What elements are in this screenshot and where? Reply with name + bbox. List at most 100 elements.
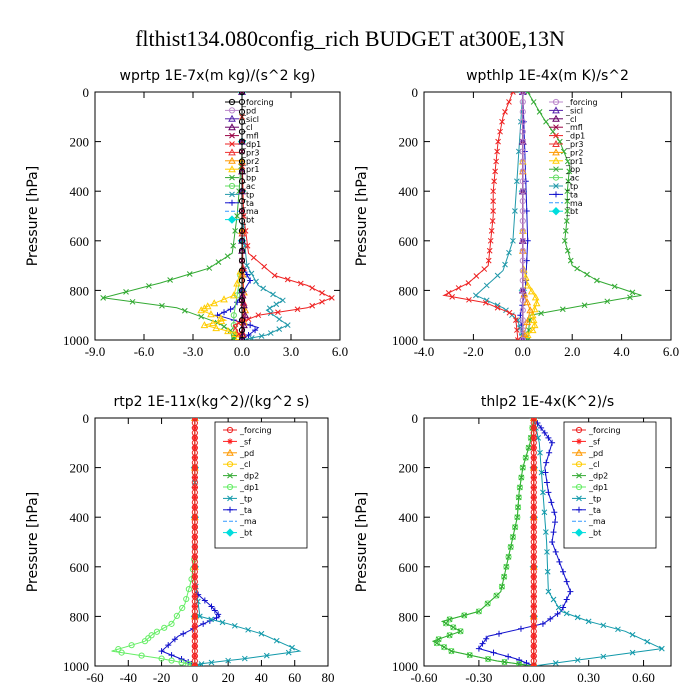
series-point: [180, 630, 187, 637]
legend-label: _mfl: [241, 132, 259, 141]
series-point: [238, 297, 246, 304]
series-forcing: [191, 418, 198, 666]
x-tick-label: 0.60: [632, 670, 655, 685]
series-point: [200, 321, 209, 329]
series-point: [553, 124, 559, 131]
series-point: [238, 247, 246, 254]
series-point: [473, 273, 480, 279]
series-point: [229, 174, 235, 181]
series-point: [153, 628, 161, 635]
series-point: [328, 294, 335, 301]
y-tick-label: 600: [399, 234, 419, 249]
series-point: [499, 583, 505, 590]
series-point: [516, 325, 523, 331]
series-point: [244, 262, 250, 269]
series-point: [448, 648, 455, 654]
series-point: [238, 277, 246, 284]
series-point: [564, 188, 571, 195]
series-point: [524, 92, 531, 95]
series-point: [519, 227, 526, 234]
series-point: [549, 539, 556, 545]
panel-title: thlp2 1E-4x(K^2)/s: [481, 394, 614, 410]
series-point: [238, 178, 246, 185]
series-point: [594, 277, 600, 284]
series-bp: [100, 92, 245, 340]
y-tick-label: 800: [70, 283, 90, 298]
series-point: [118, 649, 125, 656]
legend-label: _dp1: [588, 483, 608, 492]
series-point: [487, 237, 494, 244]
series-point: [519, 138, 526, 145]
series-point: [566, 168, 573, 175]
series-point: [201, 597, 208, 604]
series-point: [547, 615, 554, 622]
series-point: [238, 237, 246, 244]
series-point: [554, 610, 561, 617]
series-point: [523, 298, 532, 306]
series-line: [475, 92, 524, 340]
series-point: [238, 118, 246, 125]
series-point: [228, 156, 236, 164]
series-point: [519, 257, 526, 264]
legend: _forcing_pd_sicl_cl_mfl_dp1_pr3_pr2_pr1_…: [225, 98, 274, 225]
series-point: [165, 642, 172, 649]
series-point: [245, 332, 252, 339]
series-point: [473, 292, 479, 299]
series-point: [600, 653, 607, 660]
y-tick-label: 400: [70, 184, 90, 199]
series-point: [238, 307, 246, 314]
series-point: [285, 649, 292, 656]
series-point: [234, 213, 240, 219]
x-tick-label: 40: [255, 670, 268, 685]
legend-label: _ta: [588, 506, 601, 515]
series-point: [501, 573, 507, 580]
x-tick-label: 0.00: [522, 670, 545, 685]
series-point: [514, 514, 521, 521]
legend-label: _ta: [565, 190, 578, 199]
panel-3: rtp2 1E-11x(kg^2)/(kg^2 s) Pressure [hPa]…: [25, 394, 335, 685]
series-point: [552, 114, 560, 122]
series-line: [442, 92, 519, 340]
series-dp1: [232, 92, 335, 340]
series-point: [574, 657, 581, 663]
series-point: [564, 247, 571, 254]
series-point: [211, 607, 218, 614]
y-tick-label: 1000: [392, 333, 418, 348]
series-point: [226, 483, 234, 491]
legend-label: _forcing: [588, 426, 621, 435]
legend-label: _sf: [588, 437, 600, 446]
series-point: [564, 208, 571, 214]
series-point: [267, 330, 274, 336]
series-point: [539, 620, 546, 627]
series-point: [466, 652, 473, 658]
series-point: [229, 191, 235, 198]
series-point: [483, 282, 490, 289]
series-point: [519, 267, 526, 274]
series-point: [221, 309, 228, 316]
series-point: [519, 128, 526, 135]
series-point: [550, 128, 556, 135]
series-point: [506, 309, 513, 316]
series-point: [542, 529, 549, 535]
series-point: [227, 438, 233, 445]
y-axis-label: Pressure [hPa]: [25, 492, 41, 592]
series-point: [208, 659, 215, 666]
series-point: [138, 652, 145, 659]
series-point: [258, 630, 265, 637]
series-point: [629, 289, 636, 296]
x-tick-label: 0: [192, 670, 199, 685]
series-point: [490, 208, 497, 214]
panel-title: rtp2 1E-11x(kg^2)/(kg^2 s): [114, 394, 310, 410]
series-line: [103, 92, 243, 340]
series-point: [247, 322, 254, 329]
series-point: [552, 660, 559, 666]
series-point: [226, 448, 234, 456]
series-point: [574, 265, 580, 272]
series-point: [485, 656, 491, 662]
series-point: [563, 610, 570, 617]
legend-label: _ma: [239, 517, 257, 526]
series-point: [509, 533, 517, 541]
series-point: [221, 323, 227, 330]
series-point: [559, 306, 566, 313]
